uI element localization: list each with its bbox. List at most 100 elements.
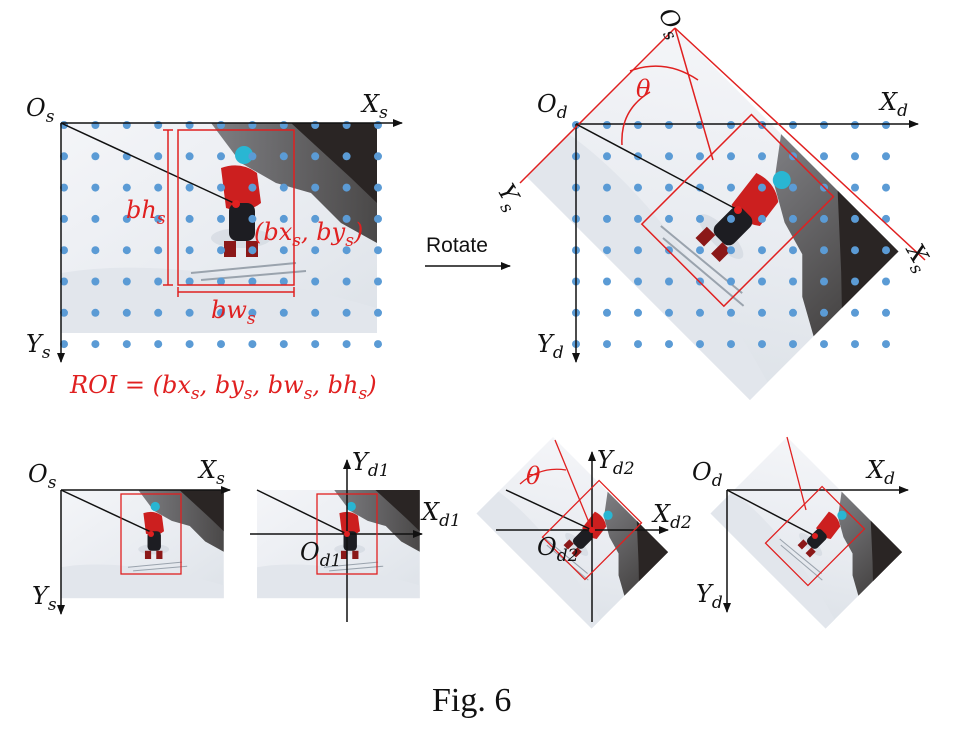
grid-dot <box>851 277 859 286</box>
p3-origin-label: Od2 <box>537 533 578 566</box>
grid-dot <box>154 308 163 317</box>
grid-dot <box>758 246 766 255</box>
y-s-rotated-axis <box>519 27 676 184</box>
grid-dot <box>154 152 163 161</box>
grid-dot <box>342 340 351 349</box>
grid-dot <box>758 308 766 317</box>
top-right-panel: Od Xd Yd Os Ys Xs θ <box>492 3 938 401</box>
p2-origin-label: Od1 <box>300 538 341 571</box>
grid-dot <box>185 183 194 192</box>
grid-dot <box>789 214 797 223</box>
grid-dot <box>185 152 194 161</box>
grid-dot <box>311 308 320 317</box>
grid-dot <box>122 246 131 255</box>
theta-arc <box>629 65 699 81</box>
grid-dot <box>789 277 797 286</box>
grid-dot <box>185 308 194 317</box>
grid-dot <box>603 214 611 223</box>
grid-dot <box>279 183 288 192</box>
p2-y-label: Yd1 <box>352 448 390 481</box>
grid-dot <box>217 246 225 255</box>
grid-dot <box>311 121 320 129</box>
rotated-photo <box>525 27 900 401</box>
grid-dot <box>122 277 131 286</box>
grid-dot <box>634 340 642 349</box>
grid-dot <box>342 183 351 192</box>
grid-dot <box>634 277 642 286</box>
roi-box <box>177 129 295 286</box>
x-d-label: Xd <box>878 88 908 121</box>
center-label: (bxs, bys) <box>254 218 363 251</box>
grid-dot <box>60 277 68 286</box>
p2-x-label: Xd1 <box>420 498 461 531</box>
center-vector-d <box>575 123 739 211</box>
grid-dot <box>217 340 225 349</box>
grid-dot <box>342 214 351 223</box>
grid-dot <box>665 340 673 349</box>
grid-dot <box>665 152 673 161</box>
grid-dot <box>696 308 704 317</box>
grid-dot <box>603 183 611 192</box>
grid-dot <box>727 246 735 255</box>
grid-dot <box>248 308 257 317</box>
sampling-grid <box>60 121 382 349</box>
grid-dot <box>122 340 131 349</box>
p4-y-label: Yd <box>696 580 723 613</box>
grid-dot <box>820 308 828 317</box>
grid-dot <box>789 308 797 317</box>
grid-dot <box>154 121 163 129</box>
roi-center-point-d <box>734 206 742 214</box>
p3-y-label: Yd2 <box>597 446 635 479</box>
x-s-rotated-label: Xs <box>895 237 938 278</box>
y-d-label: Yd <box>537 330 564 363</box>
grid-dot <box>851 246 859 255</box>
rotated-roi-box <box>640 113 835 308</box>
origin-s-label: Os <box>26 94 55 127</box>
grid-dot <box>279 246 288 255</box>
grid-dot <box>727 183 735 192</box>
grid-dot <box>727 214 735 223</box>
grid-dot <box>789 183 797 192</box>
p1-origin-label: Os <box>28 460 57 493</box>
grid-dot <box>696 152 704 161</box>
top-left-panel: Os Xs Ys bhs bws (bxs, bys) ROI = (bxs, … <box>26 90 403 404</box>
grid-dot <box>311 340 320 349</box>
grid-dot <box>154 246 163 255</box>
grid-dot <box>60 308 68 317</box>
grid-dot <box>217 277 225 286</box>
grid-dot <box>882 308 890 317</box>
bottom-panel-3: θ Yd2 Xd2 Od2 <box>476 436 692 630</box>
grid-dot <box>789 340 797 349</box>
grid-dot <box>820 214 828 223</box>
grid-dot <box>248 340 257 349</box>
grid-dot <box>311 183 320 192</box>
grid-dot <box>311 152 320 161</box>
grid-dot <box>60 214 68 223</box>
grid-dot <box>342 308 351 317</box>
grid-dot <box>696 214 704 223</box>
p1-y-label: Ys <box>32 582 57 615</box>
grid-dot <box>603 246 611 255</box>
grid-dot <box>279 121 288 129</box>
bottom-panel-4: Od Xd Yd <box>692 436 909 630</box>
grid-dot <box>758 340 766 349</box>
grid-dot <box>185 340 194 349</box>
grid-dot <box>665 246 673 255</box>
grid-dot <box>882 277 890 286</box>
grid-dot <box>820 152 828 161</box>
grid-dot <box>374 340 382 349</box>
p3-x-label: Xd2 <box>651 500 692 533</box>
grid-dot <box>727 340 735 349</box>
roi-center-point <box>232 200 240 208</box>
p1-x-label: Xs <box>197 456 225 489</box>
grid-dot <box>665 308 673 317</box>
grid-dot <box>758 152 766 161</box>
grid-dot <box>60 246 68 255</box>
grid-dot <box>696 246 704 255</box>
grid-dot <box>217 152 225 161</box>
grid-dot <box>154 183 163 192</box>
grid-dot <box>820 121 828 129</box>
grid-dot <box>248 121 257 129</box>
grid-dot <box>279 308 288 317</box>
grid-dot <box>311 246 320 255</box>
